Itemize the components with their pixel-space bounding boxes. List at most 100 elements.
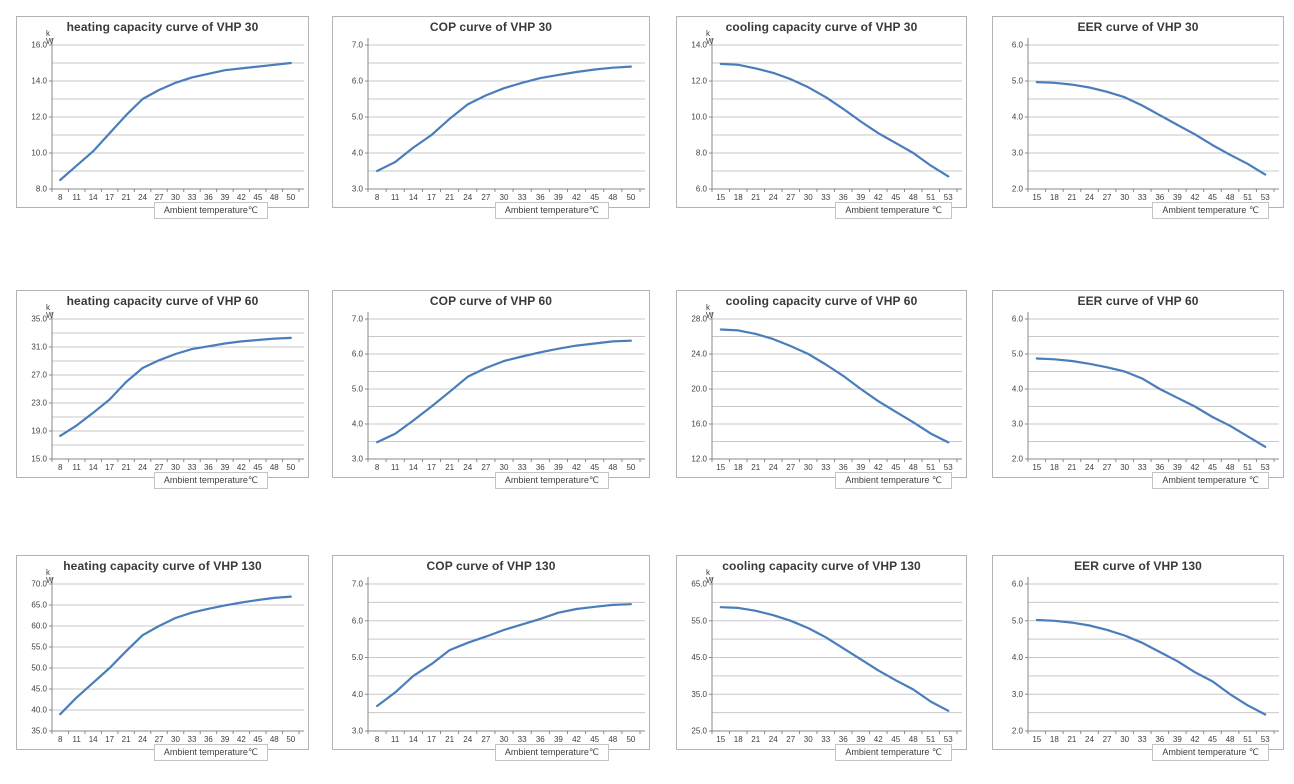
svg-text:7.0: 7.0: [352, 315, 364, 324]
panel-cooling-capacity-vhp30: cooling capacity curve of VHP 30 k W 6.0…: [676, 16, 967, 219]
line-plot: 6.0 8.0 10.0 12.0 14.0 15 18 21 24 27 30 33 36 39 42 45…: [691, 38, 962, 202]
svg-text:19.0: 19.0: [31, 427, 47, 436]
svg-text:39: 39: [554, 463, 563, 472]
svg-text:18: 18: [1050, 193, 1059, 202]
svg-text:18: 18: [734, 463, 743, 472]
svg-text:27: 27: [1103, 463, 1112, 472]
svg-text:8: 8: [58, 193, 63, 202]
svg-text:27: 27: [1103, 735, 1112, 744]
svg-text:30: 30: [171, 735, 180, 744]
x-axis-label: Ambient temperature ℃: [835, 202, 952, 219]
svg-text:18: 18: [1050, 463, 1059, 472]
svg-text:33: 33: [518, 463, 527, 472]
chart-title: EER curve of VHP 30: [1077, 20, 1199, 34]
svg-text:21: 21: [445, 193, 454, 202]
x-axis-label: Ambient temperature ℃: [835, 472, 952, 489]
svg-text:48: 48: [909, 193, 918, 202]
svg-text:50: 50: [286, 735, 295, 744]
svg-text:55.0: 55.0: [31, 643, 47, 652]
svg-text:12.0: 12.0: [31, 113, 47, 122]
svg-text:6.0: 6.0: [352, 350, 364, 359]
svg-text:36: 36: [1155, 193, 1164, 202]
svg-text:23.0: 23.0: [31, 399, 47, 408]
svg-text:24: 24: [1085, 735, 1094, 744]
svg-text:33: 33: [188, 463, 197, 472]
svg-text:14: 14: [89, 193, 98, 202]
svg-text:16.0: 16.0: [31, 41, 47, 50]
svg-text:33: 33: [188, 193, 197, 202]
svg-text:60.0: 60.0: [31, 622, 47, 631]
svg-text:27: 27: [481, 193, 490, 202]
line-plot: 12.0 16.0 20.0 24.0 28.0 15 18 21 24 27 30 33 36 39 42…: [691, 312, 962, 472]
svg-text:5.0: 5.0: [1012, 77, 1024, 86]
svg-text:48: 48: [1226, 735, 1235, 744]
svg-text:15: 15: [1032, 735, 1041, 744]
svg-text:48: 48: [909, 463, 918, 472]
svg-text:18: 18: [1050, 735, 1059, 744]
svg-text:39: 39: [856, 735, 865, 744]
svg-text:5.0: 5.0: [352, 653, 364, 662]
svg-text:53: 53: [1261, 463, 1270, 472]
svg-text:8: 8: [375, 735, 380, 744]
chart-title: cooling capacity curve of VHP 30: [725, 20, 918, 34]
svg-text:42: 42: [874, 463, 883, 472]
svg-text:2.0: 2.0: [1012, 727, 1024, 736]
svg-text:3.0: 3.0: [352, 455, 364, 464]
svg-text:6.0: 6.0: [696, 185, 708, 194]
svg-text:65.0: 65.0: [691, 580, 707, 589]
svg-text:15: 15: [1032, 193, 1041, 202]
svg-text:50: 50: [626, 193, 635, 202]
panel-eer-vhp130: EER curve of VHP 130 2.0 3.0 4.0 5.0 6.0 15 18…: [992, 555, 1284, 761]
svg-text:2.0: 2.0: [1012, 455, 1024, 464]
svg-text:42: 42: [237, 463, 246, 472]
svg-text:14.0: 14.0: [691, 41, 707, 50]
svg-text:36: 36: [1155, 735, 1164, 744]
svg-text:45: 45: [590, 463, 599, 472]
svg-text:30: 30: [1120, 193, 1129, 202]
svg-text:45: 45: [891, 193, 900, 202]
svg-text:50: 50: [286, 193, 295, 202]
svg-text:35.0: 35.0: [31, 315, 47, 324]
svg-text:14: 14: [409, 463, 418, 472]
svg-text:12.0: 12.0: [691, 77, 707, 86]
svg-text:10.0: 10.0: [691, 113, 707, 122]
svg-text:33: 33: [821, 735, 830, 744]
svg-text:6.0: 6.0: [352, 616, 364, 625]
svg-text:24: 24: [769, 193, 778, 202]
svg-text:24: 24: [769, 463, 778, 472]
svg-text:11: 11: [391, 463, 400, 472]
svg-text:51: 51: [926, 463, 935, 472]
svg-text:33: 33: [518, 193, 527, 202]
svg-text:36: 36: [536, 463, 545, 472]
svg-text:39: 39: [1173, 193, 1182, 202]
svg-text:20.0: 20.0: [691, 385, 707, 394]
svg-text:5.0: 5.0: [352, 385, 364, 394]
x-axis-label: Ambient temperature ℃: [1152, 744, 1269, 761]
svg-text:39: 39: [220, 463, 229, 472]
svg-text:48: 48: [270, 463, 279, 472]
svg-text:42: 42: [572, 193, 581, 202]
svg-text:24: 24: [1085, 193, 1094, 202]
svg-text:6.0: 6.0: [352, 77, 364, 86]
svg-text:30: 30: [171, 193, 180, 202]
panel-eer-vhp60: EER curve of VHP 60 2.0 3.0 4.0 5.0 6.0 15 18 2…: [992, 290, 1284, 489]
svg-text:27: 27: [1103, 193, 1112, 202]
svg-text:30: 30: [1120, 735, 1129, 744]
svg-text:24: 24: [1085, 463, 1094, 472]
svg-text:42: 42: [874, 735, 883, 744]
y-axis-unit-label: k W: [706, 568, 714, 585]
svg-text:31.0: 31.0: [31, 343, 47, 352]
svg-text:24.0: 24.0: [691, 350, 707, 359]
svg-text:30: 30: [500, 193, 509, 202]
x-axis-label: Ambient temperature℃: [153, 744, 268, 761]
panel-heating-capacity-vhp130: heating capacity curve of VHP 130 k W 35…: [16, 555, 309, 761]
svg-text:14.0: 14.0: [31, 77, 47, 86]
line-plot: 3.0 4.0 5.0 6.0 7.0 8 11 14 17 21 24 27 30 33 36 39 42 45…: [352, 38, 645, 202]
svg-text:45: 45: [891, 463, 900, 472]
svg-text:30: 30: [171, 463, 180, 472]
svg-text:45: 45: [253, 193, 262, 202]
svg-text:21: 21: [751, 735, 760, 744]
svg-text:35.0: 35.0: [31, 727, 47, 736]
panel-cop-vhp30: COP curve of VHP 30 3.0 4.0 5.0 6.0 7.0 8 11 14…: [332, 16, 650, 219]
svg-text:50.0: 50.0: [31, 664, 47, 673]
